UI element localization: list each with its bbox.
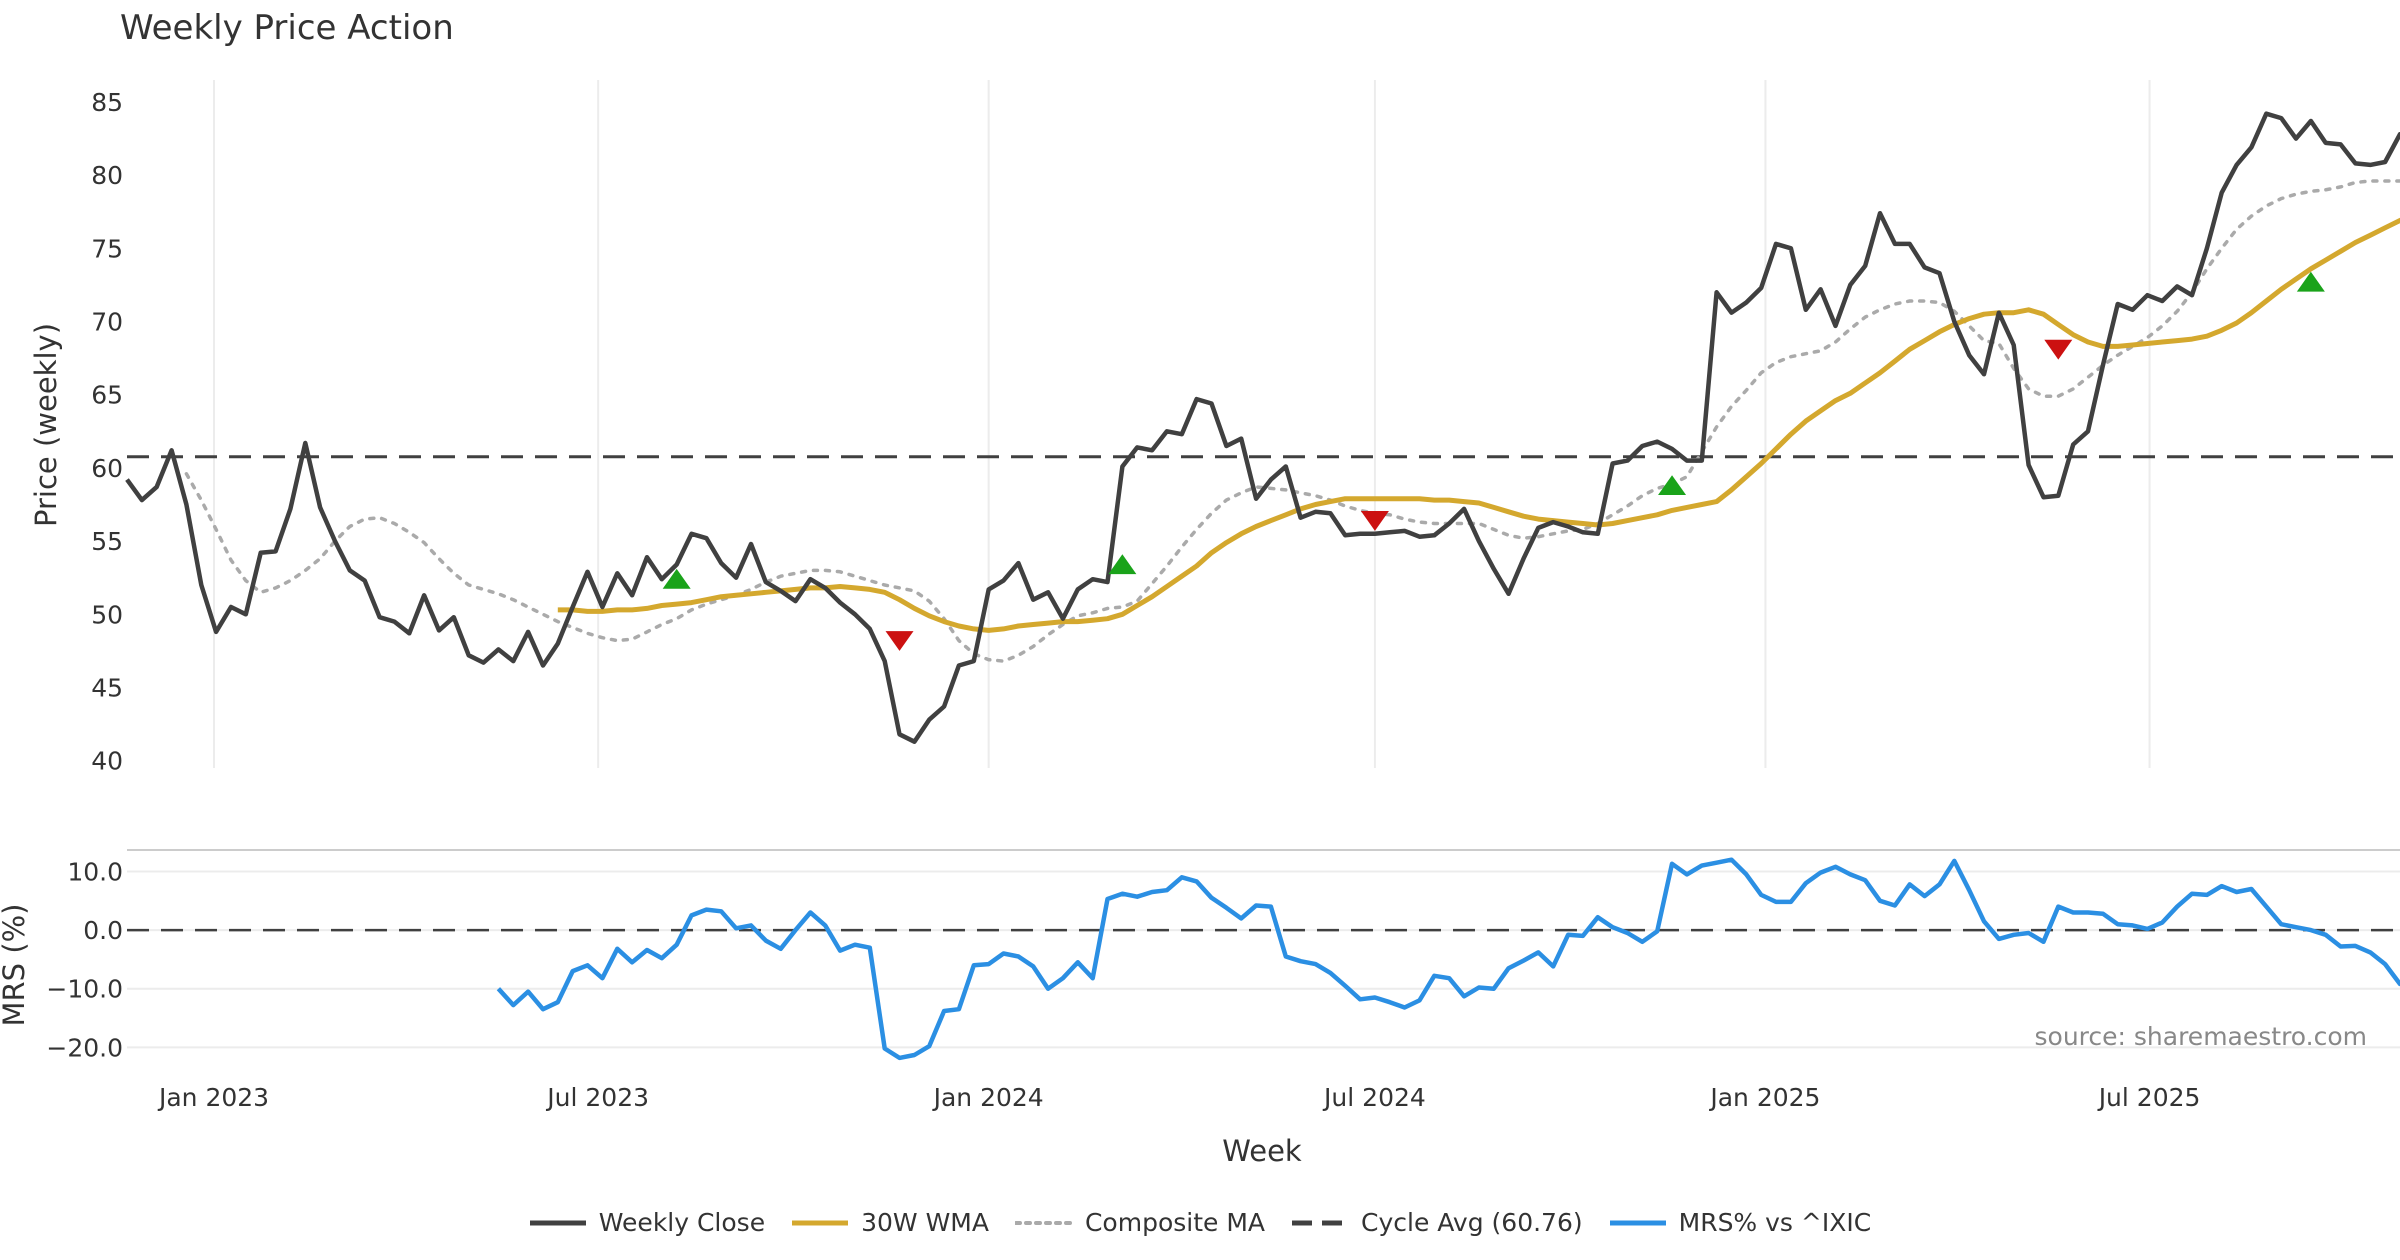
mrs-y-tick-label: −20.0 <box>46 1033 123 1062</box>
legend-item-30w-wma: 30W WMA <box>791 1208 989 1237</box>
price-y-tick-label: 40 <box>91 747 123 776</box>
price-gridlines <box>213 80 2151 768</box>
legend-label: Cycle Avg (60.76) <box>1361 1208 1583 1237</box>
mrs-y-ticks: 10.0 0.0 −10.0 −20.0 <box>46 857 123 1062</box>
sell-signal-marker <box>1360 511 1389 531</box>
mrs-line <box>496 857 2400 1061</box>
legend-item-cycle-avg-60-76: Cycle Avg (60.76) <box>1291 1208 1583 1237</box>
price-y-ticks: 40 45 50 55 60 65 70 75 80 85 <box>91 88 123 776</box>
legend-item-mrs-vs-ixic: MRS% vs ^IXIC <box>1609 1208 1872 1237</box>
price-y-tick-label: 85 <box>91 88 123 117</box>
legend-swatch <box>1014 1220 1073 1225</box>
sell-signal-marker <box>885 631 914 651</box>
x-tick-label: Jul 2024 <box>1322 1083 1426 1112</box>
mrs-gridlines <box>127 849 2400 1049</box>
legend-item-composite-ma: Composite MA <box>1014 1208 1266 1237</box>
price-y-tick-label: 45 <box>91 673 123 702</box>
buy-signal-marker <box>2296 271 2325 292</box>
price-y-tick-label: 75 <box>91 234 123 263</box>
price-y-tick-label: 70 <box>91 308 123 337</box>
legend-swatch <box>1292 1220 1349 1225</box>
x-axis-ticks: Jan 2023 Jul 2023 Jan 2024 Jul 2024 Jan 2025… <box>157 1083 2200 1112</box>
sell-signal-marker <box>2044 339 2073 360</box>
x-tick-label: Jan 2023 <box>157 1083 269 1112</box>
x-tick-label: Jan 2024 <box>932 1083 1044 1112</box>
price-y-axis-label: Price (weekly) <box>29 323 63 527</box>
x-tick-label: Jul 2025 <box>2097 1083 2201 1112</box>
price-y-tick-label: 60 <box>91 454 123 483</box>
composite-ma-line <box>184 179 2400 663</box>
legend-label: MRS% vs ^IXIC <box>1678 1208 1872 1237</box>
mrs-y-tick-label: 0.0 <box>83 916 123 945</box>
mrs-y-tick-label: −10.0 <box>46 975 123 1004</box>
x-tick-label: Jul 2023 <box>545 1083 649 1112</box>
x-axis-label: Week <box>1222 1134 1302 1168</box>
legend-item-weekly-close: Weekly Close <box>529 1208 765 1237</box>
price-y-tick-label: 65 <box>91 381 123 410</box>
mrs-y-tick-label: 10.0 <box>67 857 123 886</box>
30w-wma-line <box>557 217 2400 633</box>
source-credit: source: sharemaestro.com <box>2035 1022 2368 1051</box>
x-tick-label: Jan 2025 <box>1708 1083 1820 1112</box>
signal-markers <box>662 271 2325 651</box>
price-y-tick-label: 50 <box>91 600 123 629</box>
legend-label: Composite MA <box>1084 1208 1266 1237</box>
price-y-tick-label: 80 <box>91 161 123 190</box>
buy-signal-marker <box>662 568 691 589</box>
chart-title: Weekly Price Action <box>120 8 454 48</box>
legend-label: Weekly Close <box>598 1208 766 1237</box>
legend-swatch <box>792 1220 849 1225</box>
mrs-y-axis-label: MRS (%) <box>0 904 31 1027</box>
legend: Weekly Close 30W WMA Composite MA Cycle Avg… <box>0 1208 2400 1237</box>
buy-signal-marker <box>1658 475 1687 496</box>
buy-signal-marker <box>1108 554 1137 575</box>
legend-label: 30W WMA <box>861 1208 989 1237</box>
mrs-series <box>127 857 2400 1061</box>
legend-swatch <box>529 1220 586 1225</box>
price-y-tick-label: 55 <box>91 527 123 556</box>
legend-swatch <box>1609 1220 1666 1225</box>
weekly-close-line <box>125 111 2400 744</box>
chart-canvas: 40 45 50 55 60 65 70 75 80 85 Price (weekly) 10.0… <box>0 80 2400 1168</box>
price-panel: 40 45 50 55 60 65 70 75 80 85 Price (weekly) <box>29 80 2400 776</box>
mrs-panel: 10.0 0.0 −10.0 −20.0 MRS (%) source: sharem… <box>0 849 2400 1062</box>
price-series <box>125 111 2400 744</box>
